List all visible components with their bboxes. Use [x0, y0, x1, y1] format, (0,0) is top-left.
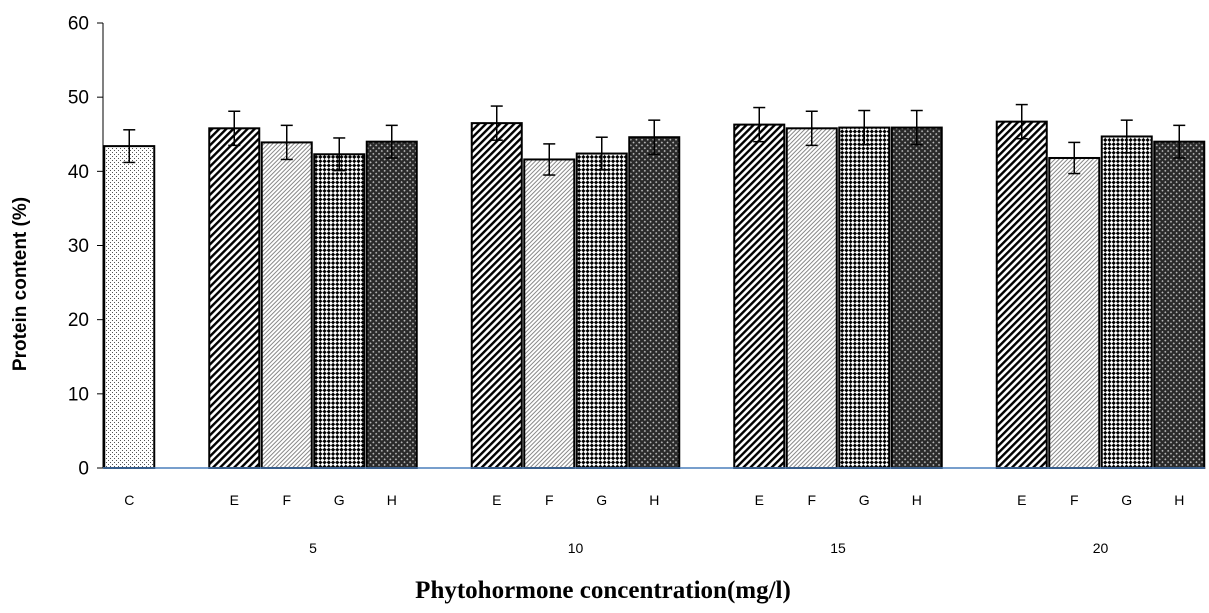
- y-tick-label: 0: [78, 459, 89, 480]
- category-label: C: [124, 492, 134, 508]
- y-tick-label: 40: [68, 162, 89, 183]
- bar-20-E: [995, 120, 1048, 470]
- category-label: E: [1017, 492, 1026, 508]
- category-label: H: [387, 492, 397, 508]
- bar-5-G: [313, 153, 366, 469]
- bar-10-G: [575, 152, 628, 470]
- bar-15-F: [785, 127, 838, 469]
- y-tick-label: 60: [68, 14, 89, 35]
- group-label: 5: [309, 540, 317, 556]
- category-label: H: [1174, 492, 1184, 508]
- category-label: F: [1070, 492, 1079, 508]
- category-label: G: [334, 492, 345, 508]
- error-bars-layer: [123, 103, 1186, 176]
- y-tick-label: 20: [68, 310, 89, 331]
- bar-10-H: [628, 136, 681, 469]
- bar-control-C: [103, 145, 156, 469]
- bar-20-F: [1048, 156, 1101, 469]
- bar-10-E: [470, 122, 523, 469]
- x-axis-label: Phytohormone concentration(mg/l): [415, 577, 791, 604]
- category-label: E: [492, 492, 501, 508]
- bar-20-G: [1100, 135, 1153, 469]
- category-label: E: [755, 492, 764, 508]
- y-tick-label: 30: [68, 236, 89, 257]
- category-label: H: [649, 492, 659, 508]
- bar-15-H: [890, 126, 943, 469]
- category-label: H: [912, 492, 922, 508]
- bar-5-H: [365, 140, 418, 470]
- bar-20-H: [1153, 140, 1206, 470]
- bar-10-F: [523, 158, 576, 469]
- axes-layer: [97, 22, 1205, 469]
- y-axis-label: Protein content (%): [10, 197, 31, 371]
- bars-layer: [103, 120, 1206, 470]
- y-tick-labels: 0 10 20 30 40 50 60: [68, 14, 89, 480]
- bar-15-E: [733, 123, 786, 469]
- category-label: E: [230, 492, 239, 508]
- y-tick-label: 10: [68, 384, 89, 405]
- category-label: G: [859, 492, 870, 508]
- group-label: 15: [830, 540, 846, 556]
- category-label: F: [807, 492, 816, 508]
- category-label: G: [596, 492, 607, 508]
- bar-5-E: [208, 127, 261, 469]
- category-label: F: [545, 492, 554, 508]
- category-label: F: [282, 492, 291, 508]
- y-tick-label: 50: [68, 88, 89, 109]
- category-label: G: [1121, 492, 1132, 508]
- x-group-labels: 5 10 15 20: [309, 540, 1108, 556]
- group-label: 20: [1093, 540, 1109, 556]
- bar-5-F: [260, 141, 313, 470]
- bar-15-G: [838, 126, 891, 469]
- group-label: 10: [568, 540, 584, 556]
